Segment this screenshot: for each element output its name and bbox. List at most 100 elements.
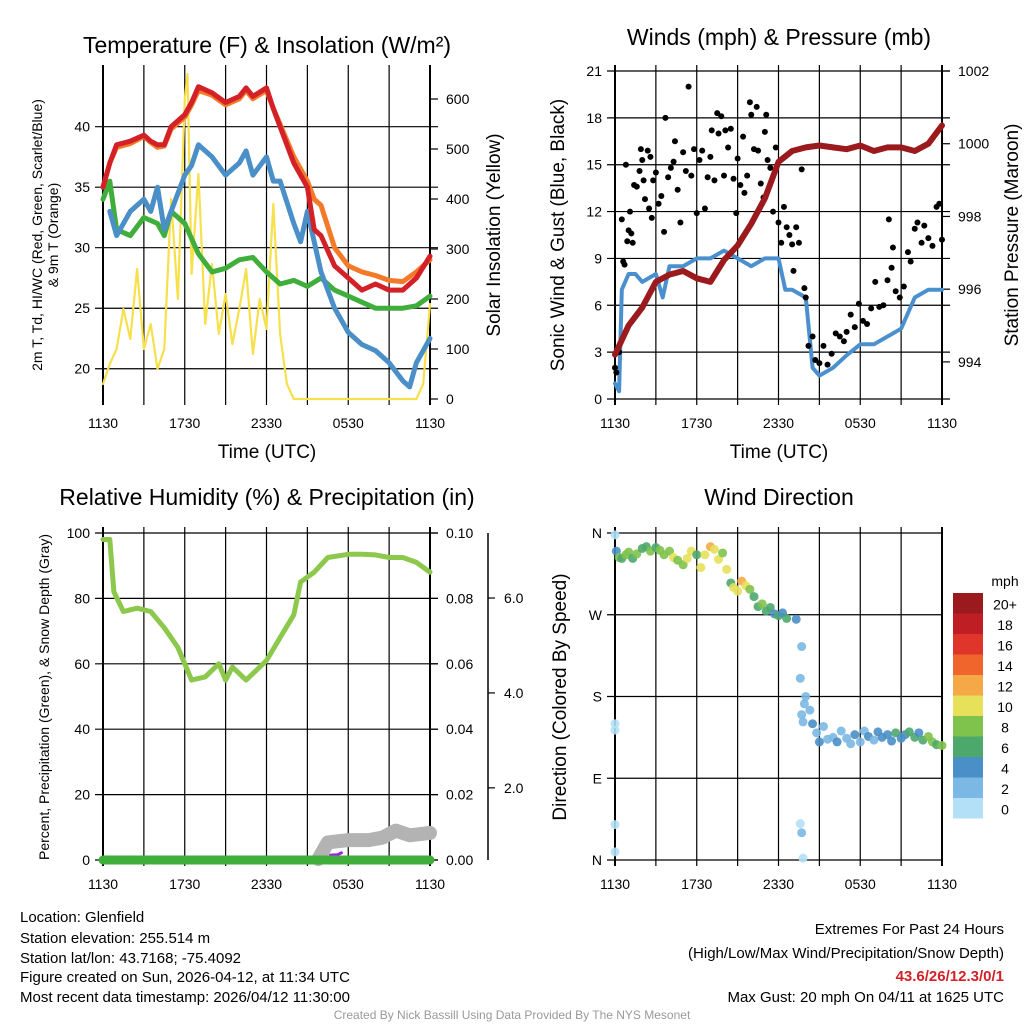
wind-direction-point: [814, 737, 824, 747]
gust-point: [658, 192, 665, 199]
gust-point: [840, 338, 847, 345]
legend-swatch-6: [953, 736, 983, 757]
wind-direction-point: [914, 728, 924, 738]
x-tick-label: 0530: [333, 415, 364, 431]
right-y-tick-label: 996: [958, 281, 982, 297]
gust-point: [802, 294, 809, 301]
gust-point: [786, 232, 793, 238]
gust-point: [904, 249, 911, 256]
gust-point: [655, 200, 662, 207]
gust-point: [646, 205, 653, 212]
right-y-tick-label: 0.08: [446, 590, 473, 606]
y-tick-label: 0: [82, 852, 90, 868]
gust-point: [622, 161, 629, 168]
gust-point: [884, 277, 891, 284]
wind-direction-point: [850, 730, 860, 740]
gust-point: [711, 177, 718, 184]
gust-point: [892, 288, 899, 295]
solar-insolation-line: [101, 72, 432, 401]
relative-humidity-line: [100, 537, 433, 683]
gust-point: [674, 186, 681, 193]
x-tick-label: 1130: [415, 415, 445, 431]
gust-point: [929, 242, 936, 249]
wind-direction-panel-title: Wind Direction: [704, 484, 854, 510]
gust-point: [880, 302, 887, 309]
gust-point: [763, 111, 770, 118]
wind-direction-point: [745, 584, 755, 594]
snow-depth-line: [311, 823, 437, 867]
gust-point: [737, 182, 744, 189]
right-y-tick-label: 0: [446, 391, 454, 407]
gust-point: [936, 200, 943, 207]
wind-direction-point: [692, 550, 702, 560]
legend-label: 2: [1001, 781, 1009, 797]
gust-point: [667, 164, 674, 171]
temp-x-axis-title: Time (UTC): [218, 442, 317, 463]
right-y-tick-label: 200: [446, 291, 470, 307]
extremes-values: 43.6/26/12.3/0/1: [896, 968, 1004, 985]
right-y-tick-label: 300: [446, 241, 470, 257]
y-tick-label: 21: [586, 63, 602, 79]
x-tick-label: 2330: [251, 876, 282, 892]
legend-swatch-8: [953, 716, 983, 737]
x-tick-label: 1130: [927, 415, 957, 431]
y-tick-label: 6: [594, 297, 602, 313]
gust-point: [832, 330, 839, 337]
y-tick-label: 18: [586, 110, 602, 126]
y-tick-label: 30: [74, 240, 90, 256]
y-tick-label: 80: [74, 590, 90, 606]
wind-direction-point: [610, 725, 620, 735]
gust-point: [753, 103, 760, 110]
gust-point: [868, 305, 875, 312]
gust-point: [889, 244, 896, 251]
right-y-tick-label: 0.04: [446, 721, 473, 737]
legend-swatch-20+: [953, 593, 983, 614]
gust-point: [624, 238, 631, 245]
gust-point: [612, 364, 618, 371]
wind-direction-point: [709, 544, 719, 554]
credit-text: Created By Nick Bassill Using Data Provi…: [334, 1008, 691, 1022]
legend-swatch-2: [953, 777, 983, 798]
wind-direction-point: [678, 560, 688, 570]
wind-direction-point: [883, 730, 892, 740]
gust-point: [647, 153, 654, 160]
location-text: Location: Glenfield: [20, 909, 144, 926]
wind-direction-point: [795, 819, 805, 829]
gust-point: [644, 147, 651, 154]
temp-right-axis-title: Solar Insolation (Yellow): [484, 133, 505, 336]
x-tick-label: 0530: [845, 415, 876, 431]
gust-point: [640, 177, 647, 184]
legend-label: 6: [1001, 740, 1009, 756]
wind-direction-point: [836, 726, 846, 736]
2m-temperature-line: [100, 84, 433, 293]
panel-3-axes: 1130 1730 2330 0530 1130 N E S W N: [589, 525, 957, 892]
x-tick-label: 1730: [681, 876, 712, 892]
y-tick-label: 100: [67, 525, 91, 541]
y-tick-label: 20: [74, 787, 90, 803]
wind-direction-point: [624, 547, 634, 557]
legend-swatch-4: [953, 757, 983, 778]
direction-y-axis-title: Direction (Colored By Speed): [550, 573, 571, 820]
gust-point: [851, 324, 858, 331]
wind-direction-point: [782, 613, 792, 623]
gust-point: [900, 283, 907, 290]
wind-direction-point: [714, 554, 724, 564]
x-tick-label: 1130: [88, 876, 118, 892]
wind-direction-point: [855, 737, 865, 747]
right-y-tick-label: 998: [958, 208, 982, 224]
panel-2-axes: 1130 1730 2330 0530 1130 0 20 40 60 80 100 0.00 0.02…: [67, 525, 474, 892]
gust-point: [727, 125, 734, 132]
temp-panel-title: Temperature (F) & Insolation (W/m²): [83, 32, 451, 58]
gust-point: [864, 321, 871, 328]
wind-direction-point: [757, 599, 767, 609]
panel-0-axes: 1130 1730 2330 0530 113020253035400100200300…: [74, 65, 470, 431]
legend-swatch-18: [953, 613, 983, 634]
y-tick-label: 25: [74, 300, 90, 316]
wind-direction-point: [791, 614, 801, 624]
right-y-tick-label: 500: [446, 141, 470, 157]
gust-point: [688, 172, 695, 179]
right-y-tick-label: 600: [446, 91, 470, 107]
wind-direction-point: [700, 550, 710, 560]
legend-label: 0: [1001, 801, 1009, 817]
wind-direction-point: [869, 735, 879, 745]
